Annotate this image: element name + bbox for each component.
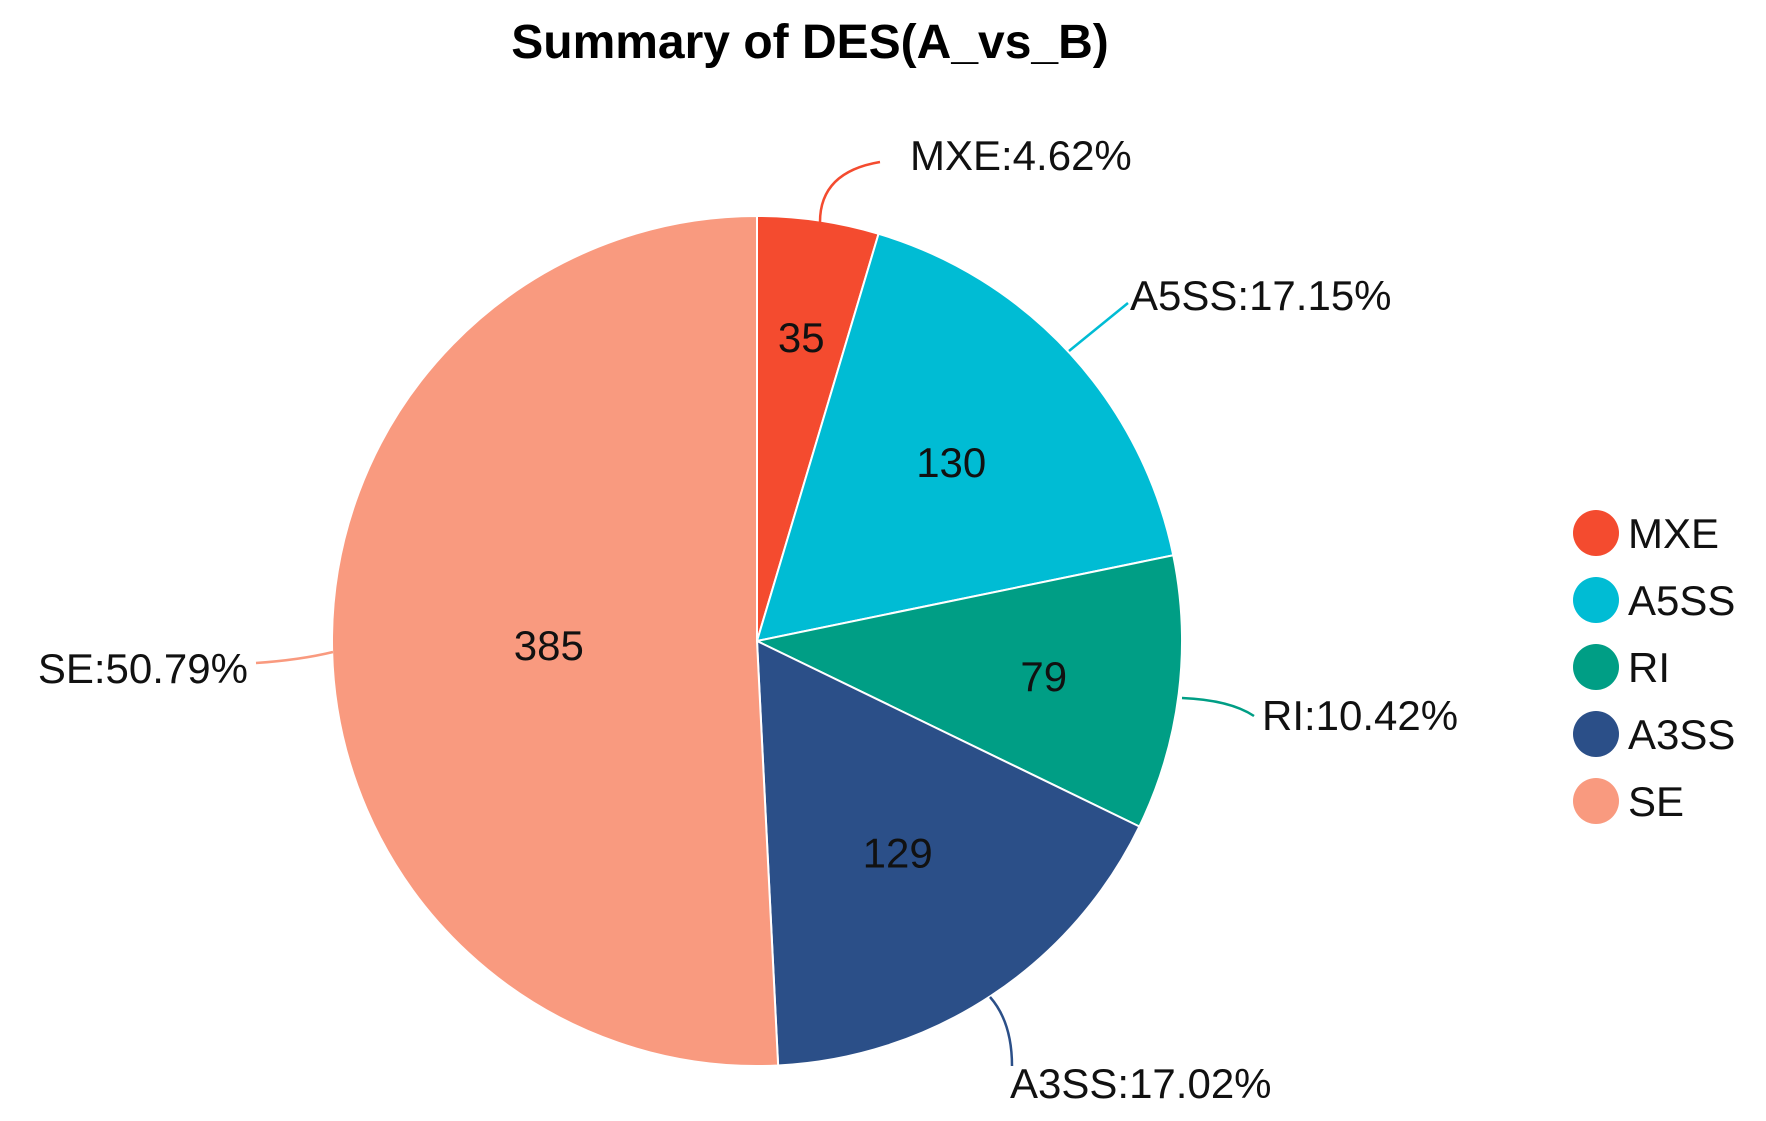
value-label-se: 385 bbox=[514, 622, 584, 669]
legend-label-a5ss: A5SS bbox=[1628, 577, 1735, 624]
legend-marker-ri bbox=[1573, 644, 1619, 690]
value-label-a3ss: 129 bbox=[863, 830, 933, 877]
legend-label-se: SE bbox=[1628, 778, 1684, 825]
percent-label-ri: RI:10.42% bbox=[1262, 692, 1458, 739]
leader-line-mxe bbox=[818, 160, 881, 223]
legend-label-ri: RI bbox=[1628, 644, 1670, 691]
legend-marker-mxe bbox=[1573, 510, 1619, 556]
leader-line-se bbox=[255, 650, 334, 665]
legend-marker-a5ss bbox=[1573, 577, 1619, 623]
pie-slice-a5ss bbox=[755, 232, 1175, 643]
value-label-a5ss: 130 bbox=[916, 439, 986, 486]
legend: MXE A5SS RI A3SS SE bbox=[1573, 510, 1735, 825]
pie-slices bbox=[330, 214, 1183, 1067]
pie-slice-ri bbox=[753, 554, 1183, 828]
percent-labels: MXE:4.62% A5SS:17.15% RI:10.42% A3SS:17.02%… bbox=[38, 132, 1458, 1107]
pie-slice-a3ss bbox=[755, 639, 1141, 1067]
percent-label-a3ss: A3SS:17.02% bbox=[1010, 1060, 1272, 1107]
legend-marker-se bbox=[1573, 778, 1619, 824]
legend-label-mxe: MXE bbox=[1628, 510, 1719, 557]
chart-title: Summary of DES(A_vs_B) bbox=[511, 16, 1109, 69]
value-label-ri: 79 bbox=[1020, 653, 1067, 700]
leader-line-ri bbox=[1181, 696, 1255, 718]
percent-label-a5ss: A5SS:17.15% bbox=[1130, 272, 1392, 319]
percent-label-se: SE:50.79% bbox=[38, 645, 248, 692]
percent-label-mxe: MXE:4.62% bbox=[910, 132, 1132, 179]
leader-line-a3ss bbox=[989, 996, 1014, 1067]
legend-marker-a3ss bbox=[1573, 711, 1619, 757]
leader-line-a5ss bbox=[1068, 302, 1129, 352]
leader-lines bbox=[255, 160, 1255, 1067]
legend-label-a3ss: A3SS bbox=[1628, 711, 1735, 758]
value-labels: 35 130 79 129 385 bbox=[514, 314, 1067, 876]
value-label-mxe: 35 bbox=[778, 314, 825, 361]
